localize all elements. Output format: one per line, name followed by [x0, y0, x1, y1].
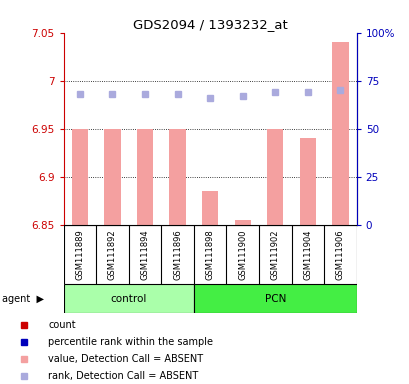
Text: GSM111889: GSM111889 [75, 229, 84, 280]
Bar [331, 42, 348, 225]
Text: GSM111904: GSM111904 [303, 229, 312, 280]
Text: control: control [110, 293, 146, 304]
Text: count: count [48, 320, 76, 330]
Text: percentile rank within the sample: percentile rank within the sample [48, 337, 213, 347]
Title: GDS2094 / 1393232_at: GDS2094 / 1393232_at [133, 18, 287, 31]
Bar [267, 129, 283, 225]
Bar [202, 191, 218, 225]
Bar [72, 129, 88, 225]
Bar [169, 129, 185, 225]
Text: GSM111892: GSM111892 [108, 229, 117, 280]
Text: value, Detection Call = ABSENT: value, Detection Call = ABSENT [48, 354, 203, 364]
Text: GSM111902: GSM111902 [270, 229, 279, 280]
Text: GSM111896: GSM111896 [173, 229, 182, 280]
Text: PCN: PCN [264, 293, 285, 304]
Bar [104, 129, 120, 225]
Bar [63, 284, 193, 313]
Bar [234, 220, 250, 225]
Text: rank, Detection Call = ABSENT: rank, Detection Call = ABSENT [48, 371, 198, 381]
Text: GSM111898: GSM111898 [205, 229, 214, 280]
Bar [193, 284, 356, 313]
Text: agent  ▶: agent ▶ [2, 293, 44, 304]
Text: GSM111906: GSM111906 [335, 229, 344, 280]
Text: GSM111900: GSM111900 [238, 229, 247, 280]
Bar [299, 138, 315, 225]
Text: GSM111894: GSM111894 [140, 229, 149, 280]
Bar [137, 129, 153, 225]
